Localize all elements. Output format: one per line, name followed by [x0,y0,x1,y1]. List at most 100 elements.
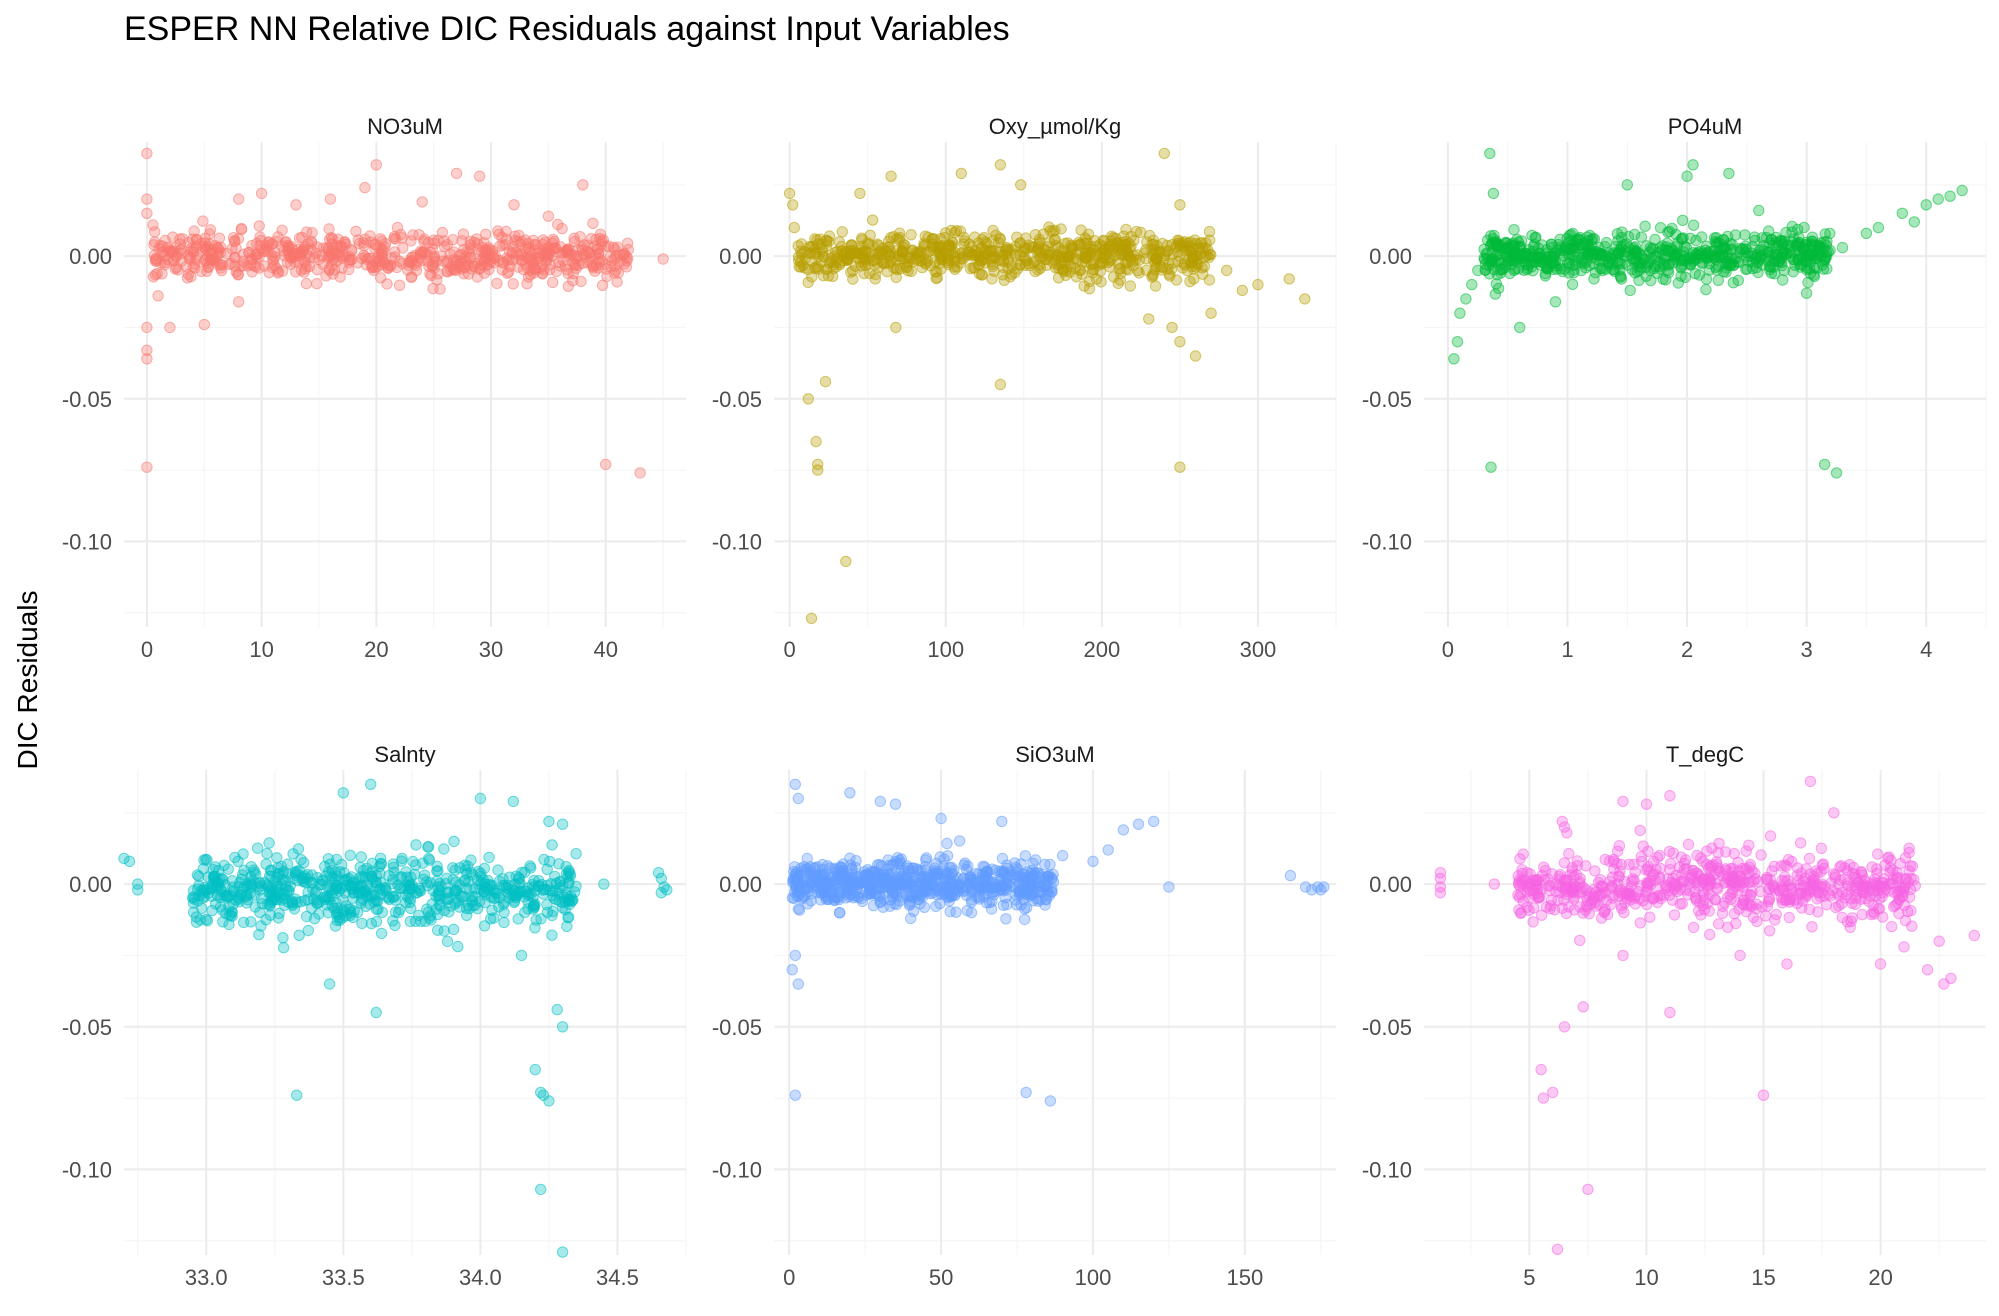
data-point [390,233,402,245]
data-point [337,787,349,799]
data-point [1148,815,1160,828]
data-point [657,253,669,265]
data-point [1490,278,1503,290]
data-point [379,237,392,250]
y-tick-label: -0.10 [62,529,112,554]
data-point [1184,275,1196,288]
data-point [1531,253,1543,265]
data-point [305,876,318,889]
data-point [287,848,299,860]
data-point [480,228,492,241]
data-point [546,909,558,922]
data-point [1632,256,1645,268]
data-point [1713,837,1725,850]
data-point [1163,881,1175,893]
data-point [1582,1183,1594,1196]
data-point [1236,284,1249,297]
data-point [421,903,433,915]
data-point [1757,1089,1770,1101]
data-point [1793,236,1805,249]
data-point [1020,872,1033,884]
data-point [431,274,443,286]
data-point [1882,852,1894,864]
data-point [547,276,559,289]
data-point [1110,232,1122,245]
data-point [1029,229,1042,241]
data-point [1501,256,1514,268]
data-point [190,916,203,928]
data-point [359,886,371,898]
data-point [1803,852,1816,865]
data-point [218,859,230,872]
data-point [1956,184,1968,197]
data-point [448,835,460,848]
data-point [290,199,302,211]
data-point [922,255,934,267]
data-point [544,258,556,271]
data-point [431,860,443,872]
data-point [1080,256,1092,268]
data-point [334,914,346,926]
data-point [551,1003,563,1016]
data-point [1075,224,1087,236]
y-tick-label: 0.00 [719,244,762,269]
data-point [181,272,194,284]
data-point [937,882,949,894]
data-point [1589,865,1601,877]
data-point [369,894,381,906]
data-point [457,228,470,240]
data-point [1893,893,1906,906]
data-point [805,612,818,625]
data-point [1874,958,1887,970]
data-point [967,262,979,274]
data-point [1617,795,1629,808]
data-point [245,916,257,928]
data-point [792,792,804,805]
data-point [240,897,253,909]
data-point [1151,248,1163,260]
data-point [508,199,520,211]
data-point [149,236,161,248]
data-point [941,837,953,850]
data-point [483,263,495,276]
data-point [1903,891,1916,903]
data-point [436,226,449,239]
data-point [1921,964,1934,976]
data-point [343,903,355,915]
data-point [1769,884,1781,896]
data-point [1156,237,1169,250]
panel-title-oxy-mol-kg: Oxy_µmol/Kg [989,114,1122,139]
data-point [279,875,292,887]
data-point [541,879,554,892]
data-point [1712,274,1725,286]
points-sio3um [786,778,1330,1107]
data-point [400,897,412,909]
data-point [227,885,239,897]
x-tick-label: 100 [927,637,964,662]
x-tick-label: 34.0 [459,1265,502,1290]
data-point [141,353,153,365]
data-point [255,187,268,200]
data-point [819,375,832,388]
data-point [1746,900,1758,912]
data-point [391,221,404,234]
data-point [418,235,430,247]
data-point [473,170,486,182]
data-point [1621,892,1633,905]
data-point [1743,839,1755,851]
data-point [325,232,337,244]
data-point [1484,147,1496,160]
data-point [245,861,258,873]
data-point [1488,878,1501,890]
data-point [1666,894,1679,906]
data-point [562,267,574,280]
data-point [1454,307,1466,319]
data-point [1841,888,1853,900]
data-point [1700,273,1713,285]
data-point [1600,263,1612,275]
data-point [1174,336,1186,348]
data-point [1122,264,1134,276]
data-point [1712,847,1724,859]
data-point [1877,877,1890,889]
data-point [1502,244,1514,256]
